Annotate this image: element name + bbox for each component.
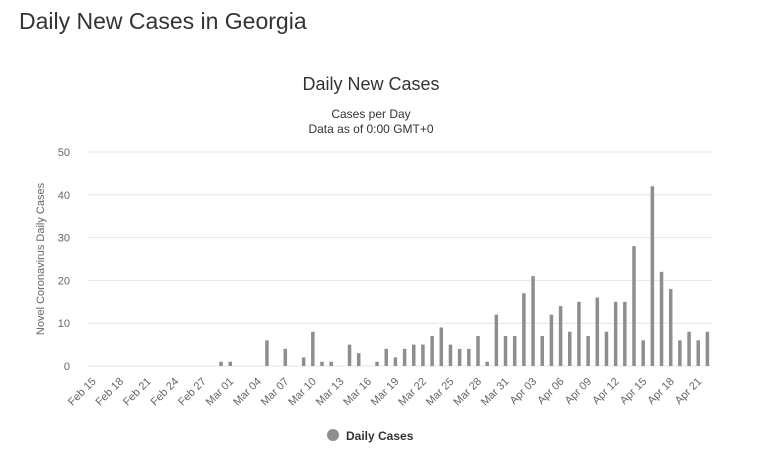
x-tick-label: Mar 13 (314, 376, 347, 409)
bar-apr-05[interactable] (549, 314, 554, 366)
x-tick-label: Mar 07 (259, 376, 292, 409)
bar-mar-15[interactable] (356, 353, 361, 366)
bar-apr-21[interactable] (696, 340, 700, 366)
bar-apr-07[interactable] (568, 331, 572, 366)
bar-apr-15[interactable] (641, 340, 645, 366)
x-tick-label: Feb 24 (149, 376, 182, 409)
bar-apr-01[interactable] (512, 336, 517, 366)
x-tick-label: Mar 04 (231, 376, 264, 409)
y-tick-label: 40 (58, 190, 70, 202)
bar-feb-29[interactable] (219, 361, 223, 366)
x-tick-label: Apr 12 (590, 376, 621, 407)
y-tick-label: 0 (64, 361, 70, 373)
bar-mar-01[interactable] (228, 361, 232, 366)
bar-apr-08[interactable] (577, 301, 581, 366)
bar-mar-31[interactable] (503, 336, 508, 366)
x-tick-label: Apr 21 (673, 376, 704, 407)
bar-apr-20[interactable] (687, 331, 691, 366)
bar-mar-26[interactable] (457, 348, 462, 366)
x-tick-label: Mar 31 (479, 376, 512, 409)
y-tick-label: 30 (58, 233, 70, 245)
x-tick-label: Apr 18 (645, 376, 676, 407)
bar-apr-06[interactable] (558, 306, 563, 366)
bar-apr-04[interactable] (540, 336, 544, 366)
bar-apr-17[interactable] (659, 271, 664, 366)
legend-label[interactable]: Daily Cases (346, 429, 414, 443)
bar-mar-18[interactable] (384, 348, 388, 366)
bar-apr-14[interactable] (632, 246, 636, 366)
bar-mar-19[interactable] (393, 357, 398, 366)
y-axis-ticks: 0 10 20 30 40 50 (58, 147, 70, 373)
x-tick-label: Apr 06 (535, 376, 566, 407)
bar-apr-12[interactable] (613, 301, 618, 366)
bar-apr-02[interactable] (522, 293, 526, 366)
bar-mar-07[interactable] (283, 348, 288, 366)
bar-mar-05[interactable] (265, 340, 269, 366)
bar-mar-12[interactable] (329, 361, 333, 366)
bar-mar-27[interactable] (467, 348, 471, 366)
bar-mar-09[interactable] (301, 357, 306, 366)
bar-mar-23[interactable] (430, 336, 434, 366)
y-tick-label: 20 (58, 275, 70, 287)
bar-apr-11[interactable] (604, 331, 609, 366)
bar-mar-22[interactable] (421, 344, 425, 366)
bar-mar-24[interactable] (439, 327, 444, 366)
bars (219, 186, 710, 366)
x-tick-label: Mar 01 (204, 376, 237, 409)
bar-apr-03[interactable] (531, 276, 535, 366)
bar-mar-30[interactable] (494, 314, 499, 366)
x-tick-label: Apr 03 (508, 376, 539, 407)
bar-mar-11[interactable] (320, 361, 324, 366)
x-tick-label: Feb 27 (176, 376, 209, 409)
bar-apr-16[interactable] (650, 186, 655, 366)
x-tick-label: Mar 28 (451, 376, 484, 409)
bar-apr-22[interactable] (705, 331, 710, 366)
chart-subtitle: Cases per Day (331, 107, 410, 121)
bar-mar-29[interactable] (485, 361, 489, 366)
bar-mar-28[interactable] (476, 336, 480, 366)
bar-mar-25[interactable] (448, 344, 453, 366)
grid (88, 151, 712, 367)
legend[interactable]: Daily Cases (327, 429, 414, 443)
y-tick-label: 10 (58, 318, 70, 330)
bar-mar-20[interactable] (402, 348, 407, 366)
bar-mar-21[interactable] (412, 344, 416, 366)
x-tick-label: Feb 18 (94, 376, 127, 409)
bar-mar-14[interactable] (347, 344, 352, 366)
y-axis-label: Novel Coronavirus Daily Cases (35, 182, 47, 335)
x-tick-label: Mar 19 (369, 376, 402, 409)
x-tick-label: Mar 25 (424, 376, 457, 409)
page-heading: Daily New Cases in Georgia (19, 8, 307, 34)
x-tick-label: Mar 10 (286, 376, 319, 409)
y-tick-label: 50 (58, 147, 70, 159)
legend-marker-icon (327, 429, 339, 441)
bar-apr-09[interactable] (586, 336, 590, 366)
x-tick-label: Feb 15 (66, 376, 99, 409)
bar-apr-10[interactable] (595, 297, 600, 366)
bar-apr-18[interactable] (668, 288, 673, 366)
x-tick-label: Apr 15 (618, 376, 649, 407)
x-tick-label: Mar 16 (341, 376, 374, 409)
chart-title: Daily New Cases (302, 74, 439, 94)
x-tick-label: Mar 22 (396, 376, 429, 409)
chart-subtitle-date: Data as of 0:00 GMT+0 (308, 122, 433, 136)
x-tick-label: Apr 09 (563, 376, 594, 407)
bar-apr-13[interactable] (623, 301, 627, 366)
bar-mar-17[interactable] (375, 361, 379, 366)
bar-apr-19[interactable] (678, 340, 682, 366)
x-tick-label: Feb 21 (121, 376, 154, 409)
bar-mar-10[interactable] (311, 331, 315, 366)
